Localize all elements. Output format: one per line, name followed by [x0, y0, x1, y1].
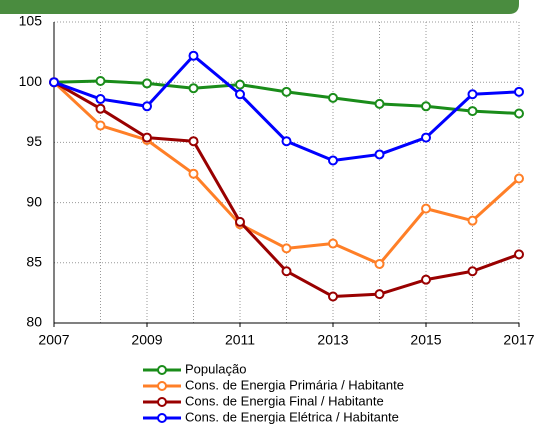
point: [467, 215, 478, 226]
point: [514, 173, 524, 184]
point: [142, 132, 152, 143]
x-tick-label: 2013: [317, 332, 348, 348]
legend-marker: [157, 397, 167, 407]
point: [95, 94, 106, 105]
point: [514, 249, 524, 260]
point: [467, 266, 478, 277]
y-tick-label: 80: [26, 314, 42, 330]
point: [328, 155, 338, 166]
point: [281, 243, 292, 254]
y-tick-label: 95: [26, 133, 42, 149]
point: [374, 98, 385, 109]
point: [142, 101, 152, 112]
point: [95, 103, 106, 114]
point: [188, 136, 199, 147]
header-bar: [0, 0, 519, 14]
y-tick-label: 85: [26, 254, 42, 270]
x-tick-label: 2007: [38, 332, 69, 348]
point: [235, 79, 245, 90]
x-tick-label: 2011: [225, 332, 255, 348]
point: [49, 77, 59, 88]
point: [374, 289, 385, 300]
point: [188, 83, 199, 94]
y-tick-label: 90: [26, 193, 42, 209]
x-tick-label: 2017: [503, 332, 534, 348]
y-tick-label: 100: [19, 73, 43, 89]
point: [514, 108, 524, 119]
point: [95, 75, 106, 86]
y-tick-label: 105: [19, 13, 43, 29]
point: [281, 86, 292, 97]
legend-label: Cons. de Energia Primária / Habitante: [185, 377, 404, 392]
legend-marker: [157, 413, 167, 423]
point: [467, 106, 478, 117]
point: [328, 92, 338, 103]
point: [281, 266, 292, 277]
point: [374, 259, 385, 270]
point: [95, 120, 106, 131]
point: [467, 89, 478, 100]
point: [421, 203, 431, 214]
point: [281, 136, 292, 147]
point: [328, 238, 338, 249]
legend-marker: [157, 365, 167, 375]
point: [188, 50, 199, 61]
x-tick-label: 2009: [131, 332, 162, 348]
point: [421, 274, 431, 285]
legend-label: Cons. de Energia Final / Habitante: [185, 393, 384, 408]
point: [328, 291, 338, 302]
point: [235, 89, 245, 100]
point: [421, 132, 431, 143]
point: [514, 86, 524, 97]
point: [421, 101, 431, 112]
legend-marker: [157, 381, 167, 391]
point: [235, 216, 245, 227]
x-tick-label: 2015: [410, 332, 441, 348]
legend-label: Cons. de Energia Elétrica / Habitante: [185, 409, 399, 424]
point: [374, 149, 385, 160]
legend-label: População: [185, 361, 246, 376]
point: [188, 168, 199, 179]
point: [142, 78, 152, 89]
